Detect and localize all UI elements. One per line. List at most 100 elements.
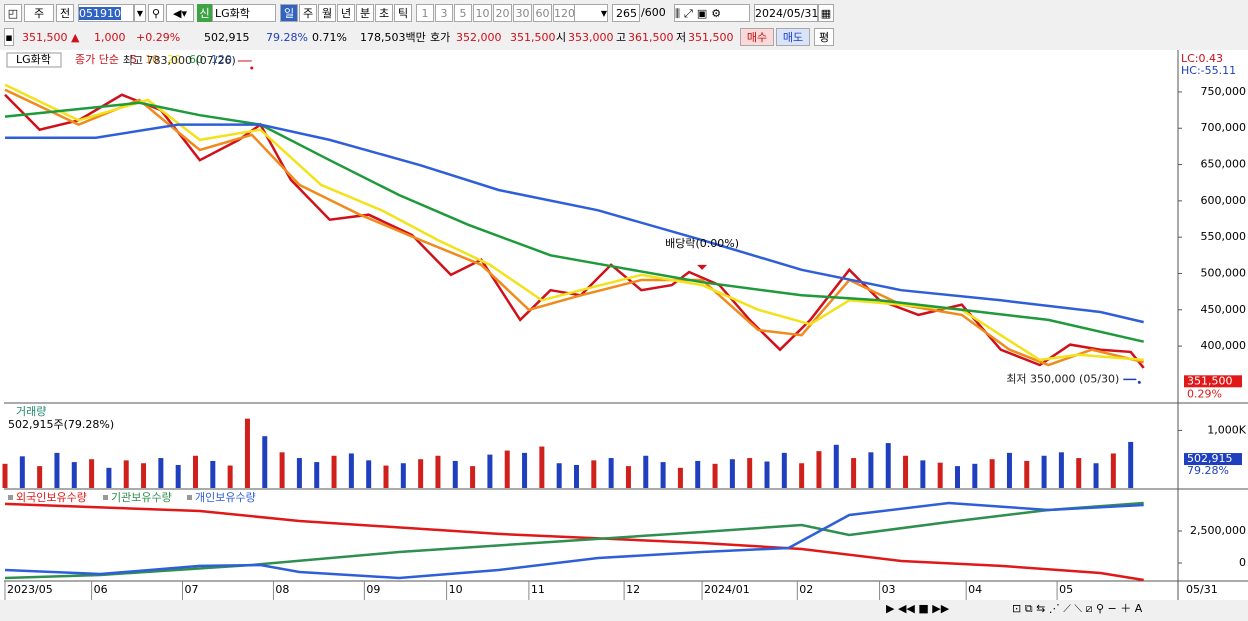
volume-bar [1024,460,1030,488]
tool-icons[interactable]: ⫼⤢▣⚙ [674,4,750,22]
scroll-bar[interactable] [0,600,1248,621]
count-input[interactable]: 265 [612,4,640,22]
volume-bar [71,462,77,488]
period-button[interactable]: 분 [356,4,374,22]
legend-entry: 기관보유수량 [111,491,172,504]
legend-box [6,52,62,68]
x-tick-label: 04 [968,583,982,596]
y-tick-label: 650,000 [1201,158,1247,171]
high-label: 고 [616,31,627,44]
legend-entry: 외국인보유수량 [16,491,87,504]
high-label: 최고 783,000 (07/26) [123,54,236,67]
legend-swatch [103,495,108,500]
low-label: 최저 350,000 (05/30) [1006,372,1119,385]
y-tick-label: 0 [1239,556,1246,569]
last-volume-pct: 79.28% [1187,464,1229,477]
interval-button[interactable]: 120 [553,4,575,22]
interval-button[interactable]: 30 [513,4,532,22]
period-button[interactable]: 초 [375,4,393,22]
x-tick-label: 2024/01 [704,583,750,596]
y-tick-label: 700,000 [1201,121,1247,134]
search-icon[interactable]: ⚲ [148,4,164,22]
menu-icon[interactable]: ◰ [4,4,22,22]
x-tick-label: 09 [366,583,380,596]
volume-bar [608,458,614,488]
volume-subtitle: 502,915주(79.28%) [8,418,114,431]
y-tick-label: 1,000K [1207,423,1246,436]
volume-bar [764,461,770,488]
volume-bar [643,455,649,488]
zoom-controls[interactable]: ⊡ ⧉ ⇆ ⋰ ⟋ ⟍ ⧄ ⚲ − ＋ A [1012,602,1143,615]
volume-bar [539,446,545,488]
sell-button[interactable]: 매도 [776,28,810,46]
turnover: 0.71% [312,31,347,44]
period-button[interactable]: 월 [318,4,336,22]
volume-bar [556,463,562,488]
line-series [4,502,1144,582]
volume-bar [227,465,233,488]
interval-button[interactable]: 3 [435,4,453,22]
code: 051910 [79,7,121,20]
volume-bar [175,464,181,488]
legend-swatch [8,495,13,500]
calendar-icon[interactable]: ▦ [818,4,834,22]
line-series [5,123,1144,324]
y-tick-label: 750,000 [1201,85,1247,98]
open: 353,000 [568,31,614,44]
code-input[interactable]: 051910 [78,4,134,22]
volume-bar [1041,455,1047,488]
code-dropdown[interactable]: ▼ [134,4,146,22]
interval-button[interactable]: 5 [454,4,472,22]
period-type[interactable]: 주 [24,4,54,22]
legend-entry: 60 [189,53,203,66]
volume-bar [106,467,112,488]
high-marker [250,66,254,70]
date-input[interactable]: 2024/05/31 [754,4,818,22]
volume-bar [210,460,216,488]
buy-button[interactable]: 매수 [740,28,774,46]
volume-bar [989,459,995,488]
y-tick-label: 600,000 [1201,194,1247,207]
volume-bar [435,455,441,488]
period-button[interactable]: 년 [337,4,355,22]
avg-button[interactable]: 평 [814,28,834,46]
volume-bar [193,455,198,488]
volume-bar [314,462,320,488]
period-button[interactable]: 일 [280,4,298,22]
name-input[interactable]: LG화학 [212,4,276,22]
volume-bar [712,463,718,488]
x-tick-label: 10 [449,583,463,596]
volume-bar [1076,458,1082,488]
low-label: 저 [676,31,687,44]
count-max: /600 [641,6,666,19]
interval-dropdown[interactable]: ▼ [572,4,608,22]
interval-button[interactable]: 60 [533,4,552,22]
volume-bar [1128,441,1134,488]
volume-bar [833,444,839,488]
volume-bar [903,455,909,488]
interval-button[interactable]: 10 [473,4,492,22]
scroll-controls[interactable]: ▶ ◀◀ ■ ▶▶ [886,602,950,615]
volume-bar [955,466,960,488]
period-button[interactable]: 주 [299,4,317,22]
change: 1,000 [94,31,126,44]
period-button[interactable]: 틱 [394,4,412,22]
volume-bar [868,452,874,488]
y-tick-label: 400,000 [1201,339,1247,352]
interval-button[interactable]: 20 [493,4,512,22]
interval-button[interactable]: 1 [416,4,434,22]
amount: 178,503백만 [360,31,426,44]
volume-bar [885,443,891,488]
lc-label: LC:0.43 [1181,52,1223,65]
sound-icon[interactable]: ◀▾ [166,4,194,22]
legend-swatch [187,495,192,500]
prev-button[interactable]: 전 [56,4,74,22]
volume-bar [331,455,337,488]
volume-bar [625,466,631,488]
volume-bar [851,458,857,488]
low: 351,500 [688,31,734,44]
chart-area: ▶ ◀◀ ■ ▶▶ ⊡ ⧉ ⇆ ⋰ ⟋ ⟍ ⧄ ⚲ − ＋ A 400,000 4… [0,50,1248,621]
volume-bar [452,460,458,488]
y-tick-label: 500,000 [1201,266,1247,279]
